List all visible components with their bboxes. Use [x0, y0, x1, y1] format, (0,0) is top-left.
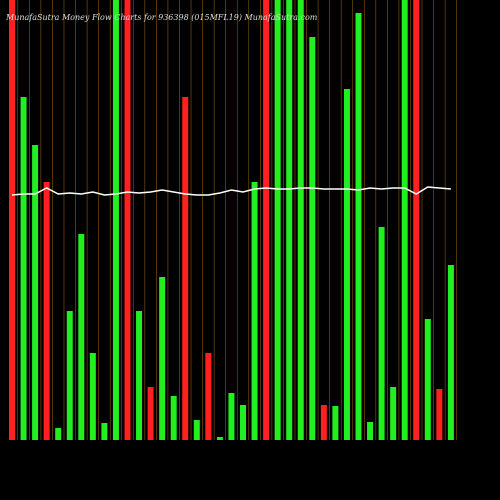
- bar: [378, 227, 385, 440]
- bar: [274, 0, 281, 440]
- bar: [124, 0, 131, 440]
- bar: [112, 0, 119, 440]
- bar: [320, 405, 327, 440]
- bar: [89, 353, 96, 440]
- bar: [367, 422, 374, 440]
- chart-title: MunafaSutra Money Flow Charts for 936398…: [5, 13, 318, 22]
- bar: [228, 393, 235, 440]
- bar: [297, 0, 304, 440]
- bar: [251, 182, 258, 440]
- money-flow-line: [11, 186, 451, 196]
- bar: [401, 0, 408, 440]
- bar: [55, 428, 62, 440]
- bar: [9, 0, 15, 440]
- bar: [205, 353, 212, 440]
- bar: [170, 396, 177, 440]
- bar: [343, 89, 350, 440]
- bar: [413, 0, 420, 440]
- bar: [147, 387, 154, 440]
- bar: [263, 0, 270, 440]
- bar: [136, 311, 143, 440]
- bar: [355, 13, 362, 440]
- bar: [78, 234, 85, 440]
- bar: [309, 37, 316, 440]
- bar: [193, 420, 200, 440]
- bar: [286, 0, 293, 440]
- bar: [43, 182, 50, 440]
- bar: [436, 389, 443, 440]
- bar: [66, 311, 73, 440]
- bar: [159, 277, 166, 440]
- bar: [390, 387, 397, 440]
- bar: [332, 406, 339, 440]
- bar: [32, 145, 39, 440]
- bar: [101, 423, 108, 440]
- bar: [20, 97, 27, 440]
- bar: [424, 319, 431, 440]
- bar: [216, 437, 223, 440]
- bar: [240, 405, 246, 440]
- bar: [182, 97, 189, 440]
- bar: [447, 265, 454, 440]
